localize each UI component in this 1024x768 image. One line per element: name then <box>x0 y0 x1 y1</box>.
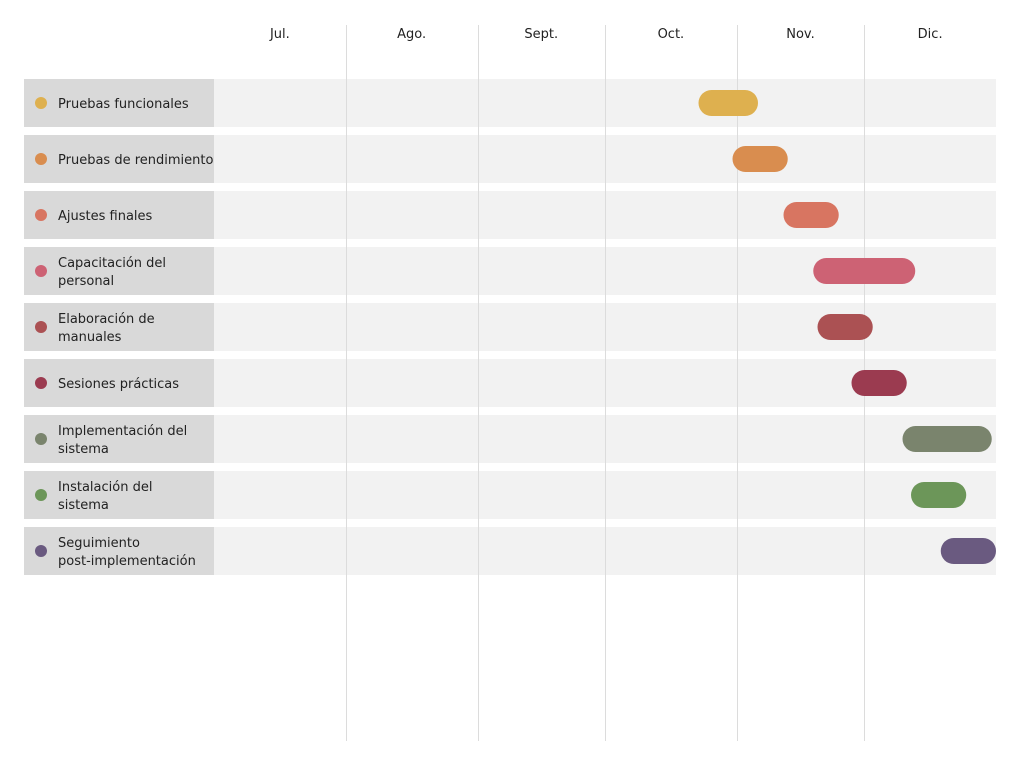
month-axis: Jul. Ago. Sept. Oct. Nov. Dic. <box>269 27 943 42</box>
task-bar[interactable] <box>783 202 839 228</box>
task-label: Seguimiento post-implementación <box>58 536 196 569</box>
task-label-cell <box>24 135 214 183</box>
task-bars <box>698 90 996 564</box>
task-bar[interactable] <box>851 370 907 396</box>
task-label: Sesiones prácticas <box>58 377 179 392</box>
month-tick-label: Sept. <box>524 27 558 42</box>
month-tick-label: Oct. <box>658 27 685 42</box>
month-tick-label: Dic. <box>918 27 943 42</box>
task-label: Capacitación del personal <box>58 256 166 289</box>
legend-dot-icon <box>35 153 47 165</box>
task-bar[interactable] <box>732 146 788 172</box>
task-label-cell <box>24 359 214 407</box>
task-bar[interactable] <box>911 482 967 508</box>
legend-dot-icon <box>35 97 47 109</box>
legend-dot-icon <box>35 265 47 277</box>
task-label: Elaboración de manuales <box>58 312 155 345</box>
task-label-cell <box>24 79 214 127</box>
task-label-cell <box>24 415 214 463</box>
legend-dot-icon <box>35 545 47 557</box>
month-gridlines <box>346 25 865 741</box>
task-label: Pruebas funcionales <box>58 97 189 112</box>
task-label-cell <box>24 247 214 295</box>
legend-dot-icon <box>35 321 47 333</box>
task-labels: Pruebas funcionales Pruebas de rendimient… <box>35 97 213 569</box>
task-label: Instalación del sistema <box>58 480 152 513</box>
task-label-cell <box>24 527 214 575</box>
legend-dot-icon <box>35 377 47 389</box>
task-label-cell <box>24 191 214 239</box>
task-label-cell <box>24 303 214 351</box>
month-tick-label: Ago. <box>397 27 426 42</box>
task-bar[interactable] <box>817 314 873 340</box>
task-bar[interactable] <box>940 538 996 564</box>
task-label: Pruebas de rendimiento <box>58 153 213 168</box>
month-tick-label: Nov. <box>786 27 815 42</box>
task-bar[interactable] <box>902 426 992 452</box>
month-tick-label: Jul. <box>269 27 290 42</box>
task-label: Implementación del sistema <box>58 424 187 457</box>
task-label-cell <box>24 471 214 519</box>
task-bar[interactable] <box>813 258 916 284</box>
task-bar[interactable] <box>698 90 759 116</box>
legend-dot-icon <box>35 209 47 221</box>
task-label: Ajustes finales <box>58 209 153 224</box>
legend-dot-icon <box>35 433 47 445</box>
legend-dot-icon <box>35 489 47 501</box>
